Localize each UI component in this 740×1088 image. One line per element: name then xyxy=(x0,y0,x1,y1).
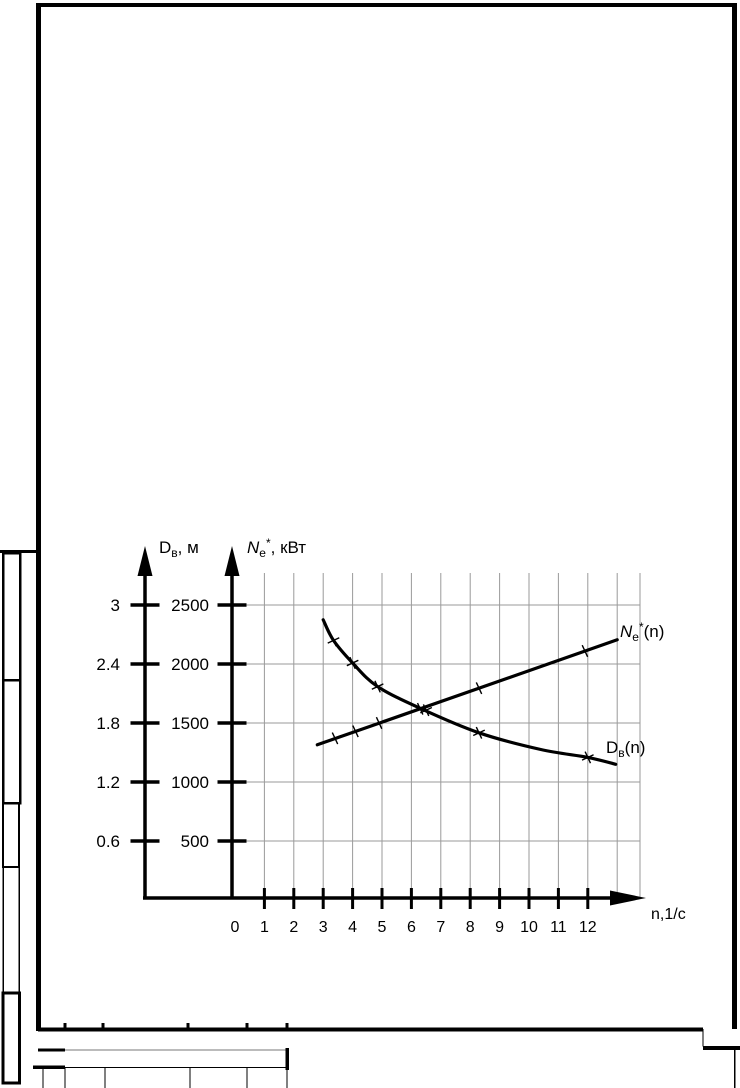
series-label: Ne*(n) xyxy=(620,620,664,644)
margin-box xyxy=(1,551,22,682)
data-point-cross-marker xyxy=(328,732,342,745)
margin-box xyxy=(2,802,20,868)
sheet-frame xyxy=(36,3,737,1031)
data-point-cross-marker xyxy=(581,751,594,764)
series-curve xyxy=(315,638,619,747)
y-left-tick-label: 3 xyxy=(111,596,120,615)
margin-box xyxy=(2,866,20,994)
y-inner-tick-label: 1500 xyxy=(171,714,209,733)
title-block-row-line-thick xyxy=(33,1065,65,1069)
data-point-cross-marker xyxy=(578,644,591,658)
x-axis-title: n,1/с xyxy=(651,906,686,923)
y-inner-tick-label: 2000 xyxy=(171,655,209,674)
y-inner-tick-label: 2500 xyxy=(171,596,209,615)
y-left-tick-label: 1.2 xyxy=(96,773,120,792)
title-block-right-edge xyxy=(285,1048,289,1070)
x-tick-label: 8 xyxy=(466,919,475,936)
y-inner-axis-title: Ne*, кВт xyxy=(247,536,306,560)
margin-box xyxy=(1,678,22,805)
x-axis-arrow-icon xyxy=(610,890,646,906)
data-point-cross-marker xyxy=(420,704,433,717)
margin-top-line xyxy=(0,550,41,553)
margin-box xyxy=(1,991,21,1085)
x-tick-label: 5 xyxy=(378,919,387,936)
y-left-tick-label: 2.4 xyxy=(96,655,120,674)
title-block-column-nub xyxy=(245,1023,249,1028)
data-point-cross-marker xyxy=(327,634,340,647)
series-d: Dв(n) xyxy=(321,618,645,766)
x-tick-label: 3 xyxy=(319,919,328,936)
title-block-column-nub xyxy=(186,1023,190,1028)
title-block-top-line xyxy=(38,1027,703,1032)
grid xyxy=(232,573,641,898)
data-point-cross-marker xyxy=(349,725,362,738)
x-tick-label: 1 xyxy=(260,919,269,936)
y-inner-tick-label: 1000 xyxy=(171,773,209,792)
frame-top-border xyxy=(36,3,737,7)
corner-cell-bottom-line xyxy=(703,1046,740,1050)
x-tick-label: 10 xyxy=(520,919,538,936)
x-tick-label: 6 xyxy=(407,919,416,936)
frame-right-border xyxy=(732,3,737,1029)
data-point-cross-marker xyxy=(346,656,359,670)
title-block-column-nub xyxy=(285,1023,289,1028)
title-block xyxy=(33,1023,740,1088)
x-tick-label: 9 xyxy=(495,919,504,936)
y-left-tick-label: 0.6 xyxy=(96,832,120,851)
title-block-column-nub xyxy=(101,1023,105,1028)
x-tick-label: 4 xyxy=(348,919,357,936)
data-point-cross-marker xyxy=(371,680,384,693)
data-point-cross-marker xyxy=(472,682,486,695)
y-left-tick-label: 1.8 xyxy=(96,714,120,733)
y-axis-arrow-icon xyxy=(137,546,153,576)
x-tick-label: 0 xyxy=(231,919,240,936)
y-inner-tick-label: 500 xyxy=(181,832,209,851)
x-tick-label: 12 xyxy=(579,919,597,936)
data-point-cross-marker xyxy=(472,726,486,739)
data-point-cross-marker xyxy=(373,716,386,730)
x-tick-label: 7 xyxy=(436,919,445,936)
y-left-axis-title: Dв, м xyxy=(159,538,199,560)
series-label: Dв(n) xyxy=(606,738,645,760)
left-margin-stamp-boxes xyxy=(0,550,41,1085)
title-block-column-nub xyxy=(63,1023,67,1028)
y-axis-arrow-icon xyxy=(224,546,240,576)
series-curve xyxy=(321,618,618,766)
frame-left-border xyxy=(36,3,41,1031)
x-tick-label: 11 xyxy=(550,919,567,936)
title-block-column-lines xyxy=(42,1068,288,1088)
title-block-row-line-thick xyxy=(38,1048,65,1052)
series-ne: Ne*(n) xyxy=(315,620,664,747)
x-tick-label: 2 xyxy=(289,919,298,936)
axes xyxy=(130,546,646,909)
